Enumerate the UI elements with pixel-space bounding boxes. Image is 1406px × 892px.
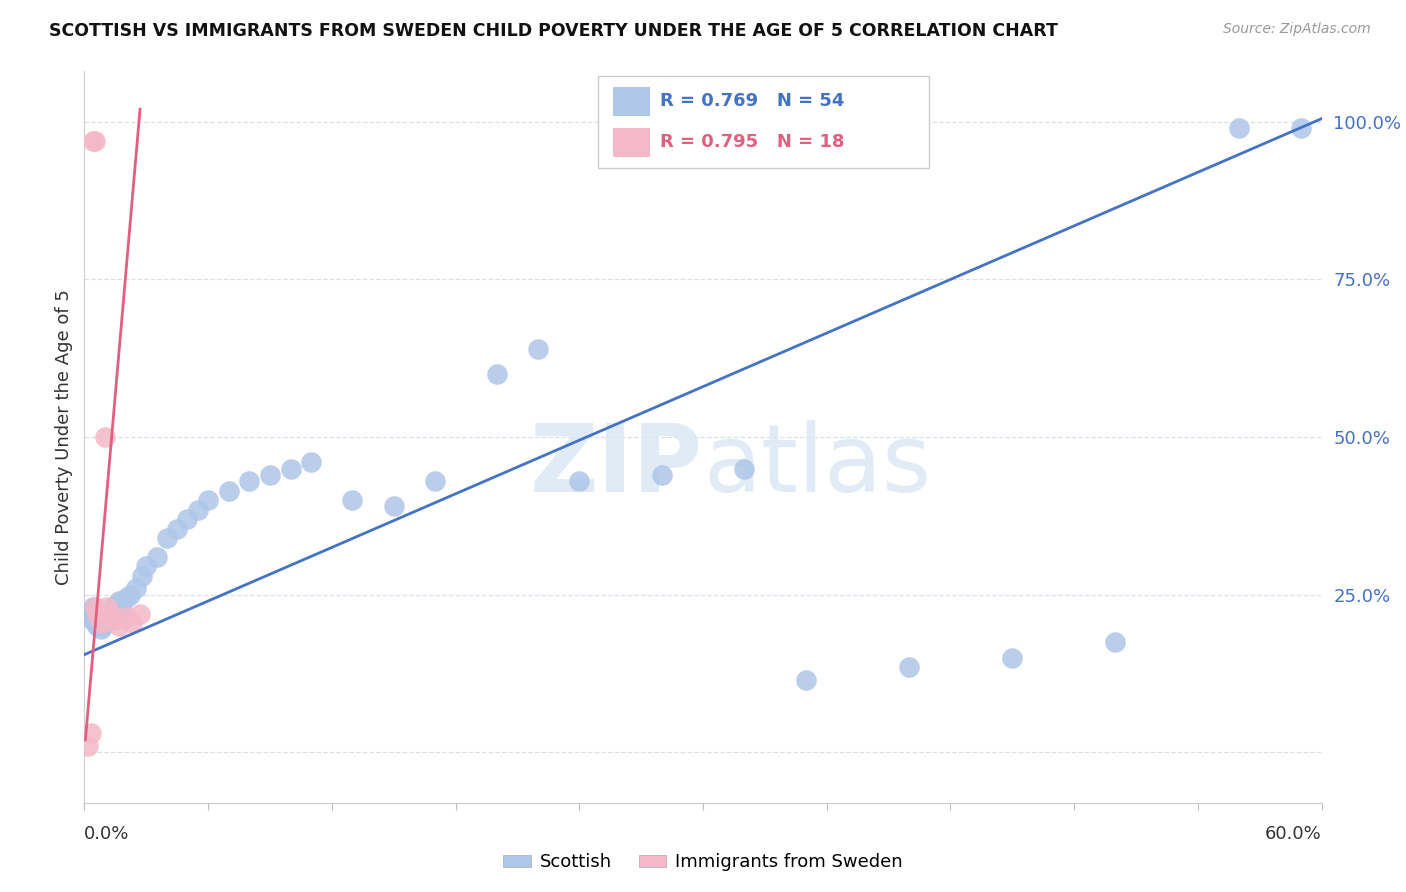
Text: SCOTTISH VS IMMIGRANTS FROM SWEDEN CHILD POVERTY UNDER THE AGE OF 5 CORRELATION : SCOTTISH VS IMMIGRANTS FROM SWEDEN CHILD… — [49, 22, 1059, 40]
Point — [280, 461, 302, 475]
Point — [1001, 650, 1024, 665]
Point — [125, 582, 148, 596]
Point — [145, 549, 167, 564]
Point — [86, 607, 108, 621]
Point — [98, 609, 121, 624]
Point — [94, 430, 117, 444]
Point — [91, 607, 114, 621]
Point — [197, 493, 219, 508]
Bar — [598, 77, 929, 168]
Point — [382, 500, 405, 514]
Point — [91, 619, 114, 633]
Point — [1227, 121, 1250, 136]
Point — [96, 600, 118, 615]
Point — [98, 613, 121, 627]
Point — [1289, 121, 1312, 136]
Point — [135, 559, 157, 574]
Point — [77, 609, 100, 624]
Point — [104, 613, 127, 627]
Point — [110, 600, 132, 615]
Legend: Scottish, Immigrants from Sweden: Scottish, Immigrants from Sweden — [496, 847, 910, 879]
Point — [103, 600, 125, 615]
Point — [238, 474, 260, 488]
Point — [90, 623, 112, 637]
Point — [90, 613, 112, 627]
Point — [100, 603, 122, 617]
Point — [83, 603, 105, 617]
Point — [187, 502, 209, 516]
Point — [794, 673, 817, 687]
Text: atlas: atlas — [703, 420, 931, 512]
Point — [342, 493, 364, 508]
Point — [108, 619, 131, 633]
Text: R = 0.769   N = 54: R = 0.769 N = 54 — [659, 92, 844, 111]
Point — [651, 467, 673, 482]
Text: R = 0.795   N = 18: R = 0.795 N = 18 — [659, 133, 844, 152]
Point — [733, 461, 755, 475]
Point — [114, 591, 136, 605]
Point — [114, 609, 136, 624]
Point — [87, 607, 110, 621]
Point — [121, 616, 143, 631]
Point — [86, 619, 108, 633]
Point — [90, 616, 112, 631]
Point — [82, 134, 104, 148]
Point — [104, 607, 127, 621]
Point — [423, 474, 446, 488]
Point — [118, 588, 141, 602]
Point — [100, 607, 122, 621]
Bar — [613, 128, 650, 157]
Point — [77, 739, 100, 753]
Point — [87, 609, 110, 624]
Point — [259, 467, 281, 482]
Point — [568, 474, 591, 488]
Bar — [613, 87, 650, 116]
Text: ZIP: ZIP — [530, 420, 703, 512]
Point — [82, 613, 104, 627]
Point — [218, 483, 240, 498]
Point — [79, 726, 101, 740]
Point — [166, 521, 188, 535]
Text: Source: ZipAtlas.com: Source: ZipAtlas.com — [1223, 22, 1371, 37]
Point — [96, 613, 118, 627]
Point — [79, 607, 101, 621]
Point — [1104, 635, 1126, 649]
Point — [176, 512, 198, 526]
Y-axis label: Child Poverty Under the Age of 5: Child Poverty Under the Age of 5 — [55, 289, 73, 585]
Point — [94, 616, 117, 631]
Point — [83, 616, 105, 631]
Point — [91, 609, 114, 624]
Point — [131, 569, 153, 583]
Point — [108, 594, 131, 608]
Point — [83, 134, 105, 148]
Point — [156, 531, 179, 545]
Point — [299, 455, 322, 469]
Point — [87, 613, 110, 627]
Point — [485, 367, 508, 381]
Point — [94, 607, 117, 621]
Text: 0.0%: 0.0% — [84, 825, 129, 843]
Point — [129, 607, 152, 621]
Point — [527, 342, 550, 356]
Point — [82, 600, 104, 615]
Text: 60.0%: 60.0% — [1265, 825, 1322, 843]
Point — [105, 597, 128, 611]
Point — [83, 600, 105, 615]
Point — [898, 660, 921, 674]
Point — [86, 609, 108, 624]
